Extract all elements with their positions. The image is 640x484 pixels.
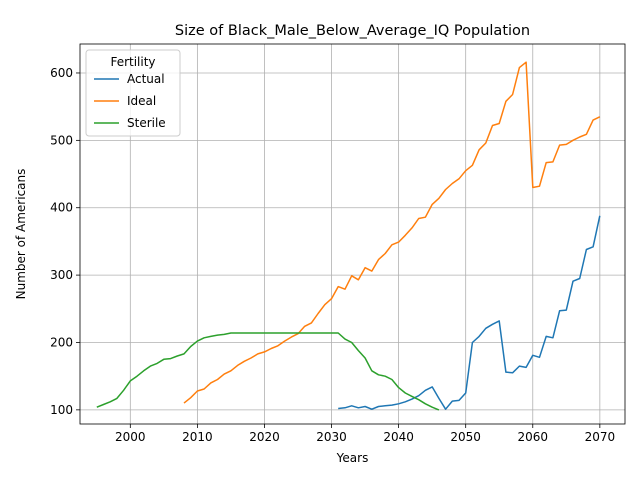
series-line-actual bbox=[338, 215, 601, 410]
legend-items: Actual Ideal Sterile bbox=[94, 72, 166, 130]
x-tick-label: 2070 bbox=[585, 430, 616, 444]
legend-label-ideal: Ideal bbox=[127, 94, 156, 108]
y-axis-ticks: 100 200 300 400 500 600 bbox=[50, 66, 80, 417]
x-tick-label: 2060 bbox=[517, 430, 548, 444]
x-tick-label: 2020 bbox=[249, 430, 280, 444]
legend-label-actual: Actual bbox=[127, 72, 165, 86]
y-tick-label: 300 bbox=[50, 268, 73, 282]
legend: Fertility Actual Ideal Sterile bbox=[85, 49, 181, 137]
x-axis-ticks: 2000 2010 2020 2030 2040 2050 2060 2070 bbox=[115, 424, 615, 444]
legend-box bbox=[85, 49, 181, 137]
y-tick-label: 400 bbox=[50, 201, 73, 215]
x-tick-label: 2010 bbox=[182, 430, 213, 444]
x-tick-label: 2050 bbox=[450, 430, 481, 444]
x-axis-label: Years bbox=[336, 451, 369, 465]
y-tick-label: 600 bbox=[50, 66, 73, 80]
y-tick-label: 200 bbox=[50, 335, 73, 349]
series-line-ideal bbox=[183, 61, 601, 404]
series-line-sterile bbox=[96, 332, 440, 411]
y-axis-label: Number of Americans bbox=[14, 169, 28, 300]
x-tick-label: 2040 bbox=[383, 430, 414, 444]
x-tick-label: 2030 bbox=[316, 430, 347, 444]
legend-label-sterile: Sterile bbox=[127, 116, 166, 130]
y-tick-label: 100 bbox=[50, 403, 73, 417]
x-tick-label: 2000 bbox=[115, 430, 146, 444]
chart-title: Size of Black_Male_Below_Average_IQ Popu… bbox=[175, 23, 530, 39]
series-layer bbox=[96, 61, 601, 411]
legend-title: Fertility bbox=[110, 55, 155, 69]
plot-frame bbox=[79, 43, 626, 425]
y-tick-label: 500 bbox=[50, 133, 73, 147]
